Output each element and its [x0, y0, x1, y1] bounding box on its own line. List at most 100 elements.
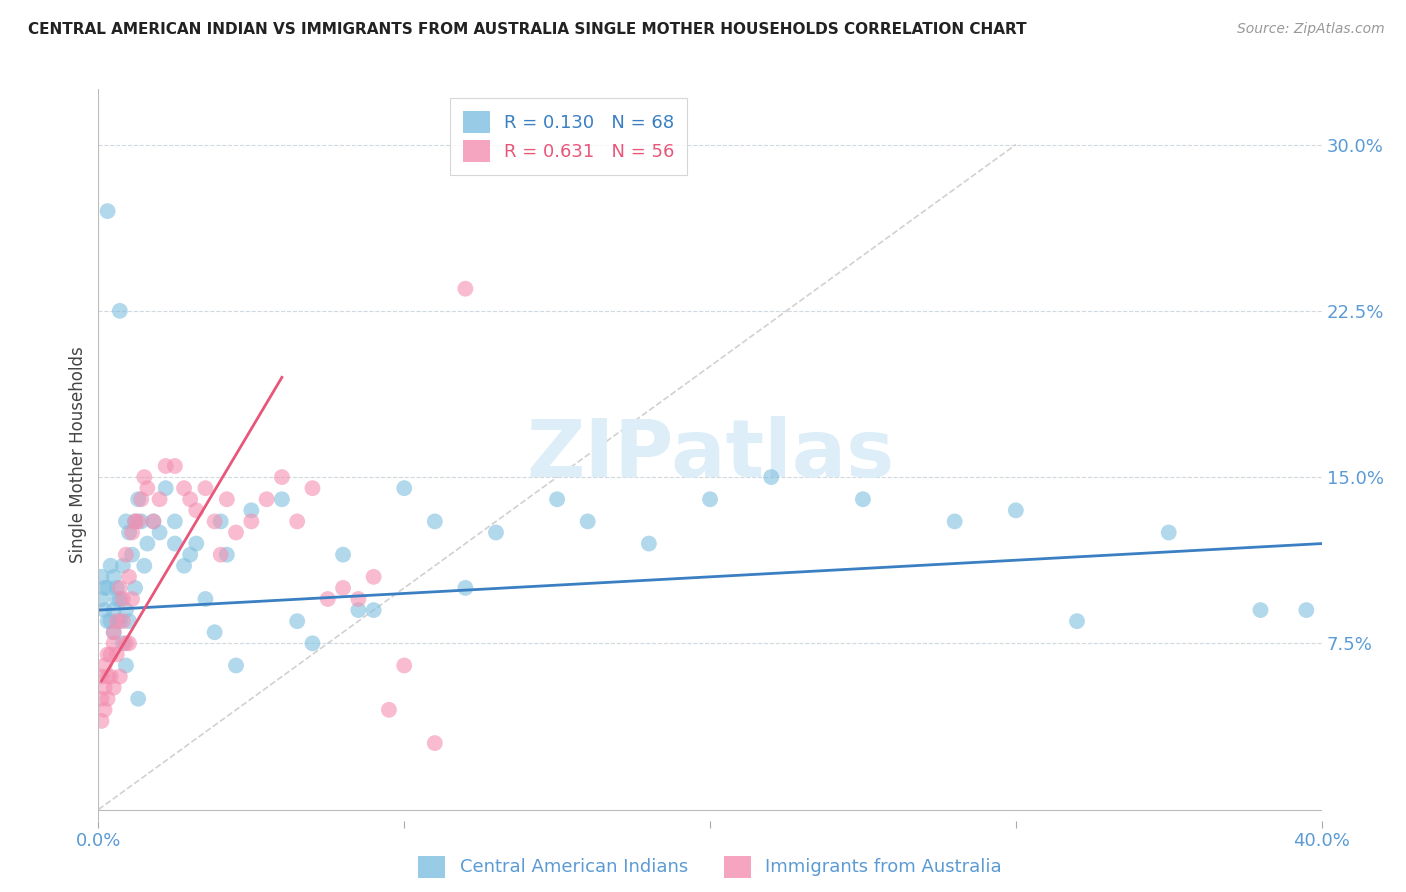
Point	[301, 481, 323, 495]
Point	[100, 648, 122, 662]
Point	[852, 492, 875, 507]
Point	[108, 303, 131, 318]
Point	[118, 614, 141, 628]
Y-axis label: Single Mother Households: Single Mother Households	[69, 347, 87, 563]
Point	[108, 581, 131, 595]
Point	[93, 603, 115, 617]
Point	[115, 548, 138, 562]
Point	[256, 492, 278, 507]
Point	[485, 525, 508, 540]
Point	[124, 515, 146, 529]
Point	[108, 592, 131, 607]
Point	[270, 470, 292, 484]
Point	[225, 525, 247, 540]
Point	[129, 492, 152, 507]
Point	[90, 669, 112, 683]
Point	[363, 603, 385, 617]
Point	[699, 492, 721, 507]
Point	[90, 570, 112, 584]
Point	[90, 592, 112, 607]
Point	[97, 581, 120, 595]
Point	[155, 458, 177, 473]
Point	[103, 570, 125, 584]
Point	[115, 603, 138, 617]
Point	[173, 481, 195, 495]
Point	[105, 581, 128, 595]
Point	[225, 658, 247, 673]
Point	[204, 515, 226, 529]
Point	[127, 515, 149, 529]
Point	[111, 636, 134, 650]
Point	[423, 515, 446, 529]
Point	[149, 525, 172, 540]
Point	[194, 481, 217, 495]
Point	[105, 614, 128, 628]
Point	[1004, 503, 1026, 517]
Point	[240, 503, 263, 517]
Point	[316, 592, 339, 607]
Point	[115, 515, 138, 529]
Point	[423, 736, 446, 750]
Point	[115, 636, 138, 650]
Point	[215, 548, 238, 562]
Point	[103, 603, 125, 617]
Point	[118, 570, 141, 584]
Point	[179, 548, 201, 562]
Point	[100, 614, 122, 628]
Text: Source: ZipAtlas.com: Source: ZipAtlas.com	[1237, 22, 1385, 37]
Point	[136, 536, 159, 550]
Point	[173, 558, 195, 573]
Point	[392, 481, 416, 495]
Point	[285, 515, 308, 529]
Point	[129, 515, 152, 529]
Point	[576, 515, 599, 529]
Point	[103, 636, 125, 650]
Point	[121, 548, 143, 562]
Point	[142, 515, 165, 529]
Point	[637, 536, 661, 550]
Point	[108, 614, 131, 628]
Text: ZIPatlas: ZIPatlas	[526, 416, 894, 494]
Point	[121, 592, 143, 607]
Legend: Central American Indians, Immigrants from Australia: Central American Indians, Immigrants fro…	[411, 848, 1010, 885]
Point	[163, 458, 186, 473]
Point	[943, 515, 966, 529]
Point	[93, 658, 115, 673]
Text: CENTRAL AMERICAN INDIAN VS IMMIGRANTS FROM AUSTRALIA SINGLE MOTHER HOUSEHOLDS CO: CENTRAL AMERICAN INDIAN VS IMMIGRANTS FR…	[28, 22, 1026, 37]
Point	[93, 581, 115, 595]
Point	[301, 636, 323, 650]
Point	[179, 492, 201, 507]
Point	[124, 515, 146, 529]
Point	[204, 625, 226, 640]
Point	[118, 525, 141, 540]
Point	[97, 614, 120, 628]
Point	[332, 581, 354, 595]
Point	[127, 691, 149, 706]
Point	[111, 614, 134, 628]
Point	[105, 648, 128, 662]
Point	[111, 592, 134, 607]
Point	[454, 581, 477, 595]
Point	[93, 681, 115, 695]
Point	[215, 492, 238, 507]
Point	[209, 515, 232, 529]
Point	[1157, 525, 1180, 540]
Point	[163, 536, 186, 550]
Point	[108, 669, 131, 683]
Point	[97, 648, 120, 662]
Point	[97, 669, 120, 683]
Point	[1249, 603, 1271, 617]
Point	[127, 492, 149, 507]
Point	[97, 691, 120, 706]
Point	[103, 681, 125, 695]
Point	[142, 515, 165, 529]
Point	[100, 558, 122, 573]
Point	[332, 548, 354, 562]
Point	[90, 691, 112, 706]
Point	[118, 636, 141, 650]
Point	[100, 669, 122, 683]
Point	[454, 282, 477, 296]
Point	[121, 525, 143, 540]
Point	[392, 658, 416, 673]
Point	[105, 592, 128, 607]
